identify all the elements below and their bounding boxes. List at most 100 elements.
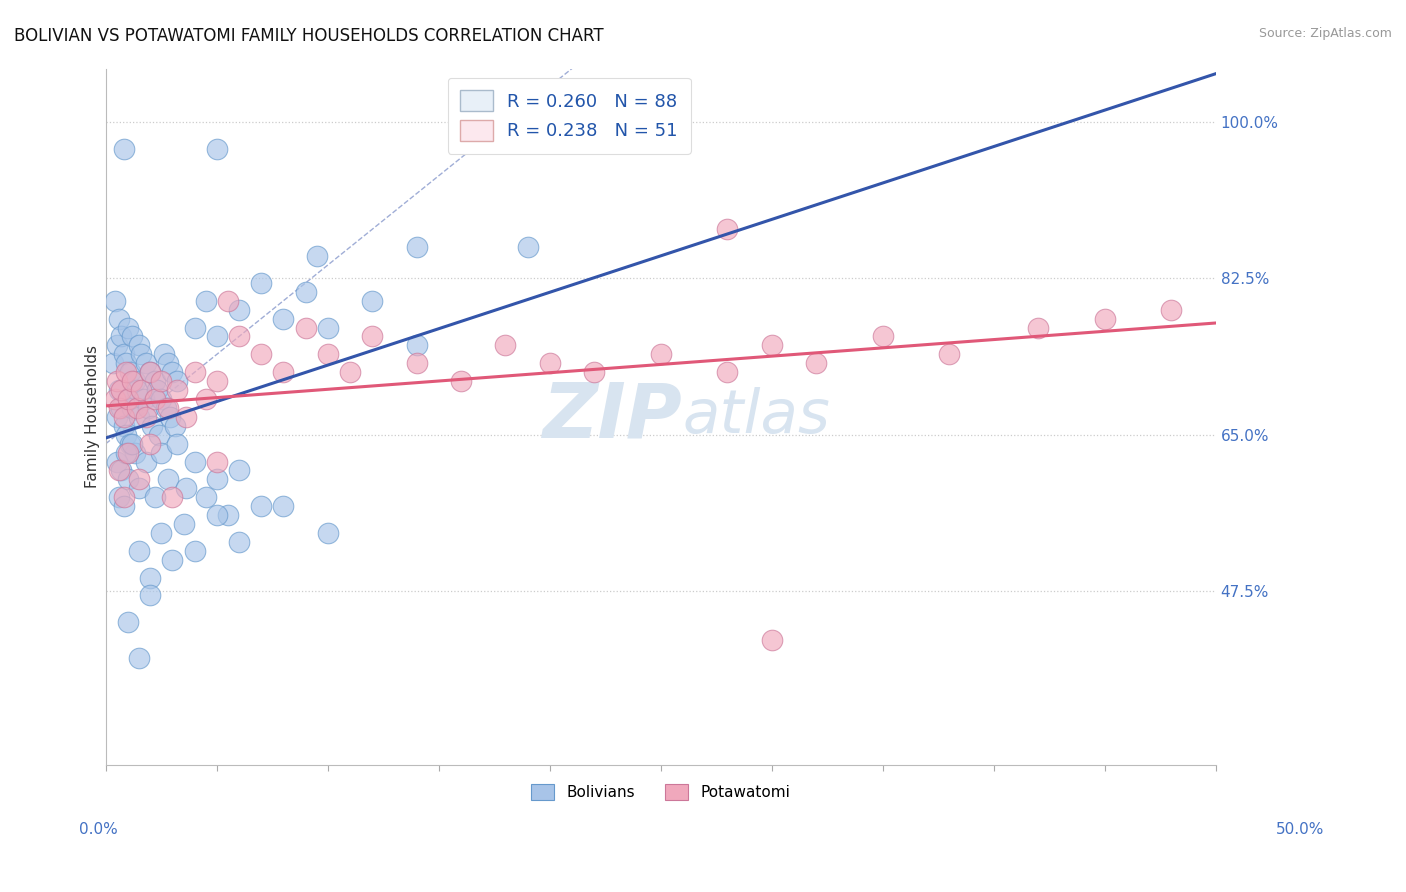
- Bolivians: [101, 356, 124, 370]
- Potawatomi: [316, 347, 339, 361]
- Bolivians: [205, 142, 228, 156]
- Potawatomi: [121, 374, 143, 388]
- Potawatomi: [716, 365, 738, 379]
- Bolivians: [125, 383, 148, 397]
- Bolivians: [205, 508, 228, 522]
- Bolivians: [294, 285, 316, 299]
- Potawatomi: [110, 383, 132, 397]
- Potawatomi: [938, 347, 960, 361]
- Legend: Bolivians, Potawatomi: Bolivians, Potawatomi: [524, 778, 797, 806]
- Potawatomi: [761, 338, 783, 352]
- Potawatomi: [339, 365, 361, 379]
- Bolivians: [105, 454, 128, 468]
- Bolivians: [117, 320, 139, 334]
- Potawatomi: [114, 365, 136, 379]
- Bolivians: [110, 401, 132, 415]
- Potawatomi: [104, 392, 127, 406]
- Bolivians: [228, 463, 250, 477]
- Potawatomi: [135, 409, 157, 424]
- Bolivians: [128, 481, 150, 495]
- Bolivians: [166, 436, 188, 450]
- Bolivians: [205, 329, 228, 343]
- Text: 0.0%: 0.0%: [79, 822, 118, 837]
- Bolivians: [405, 240, 427, 254]
- Potawatomi: [205, 374, 228, 388]
- Bolivians: [121, 401, 143, 415]
- Potawatomi: [583, 365, 606, 379]
- Bolivians: [150, 526, 173, 541]
- Bolivians: [124, 445, 146, 459]
- Bolivians: [131, 347, 153, 361]
- Bolivians: [159, 409, 181, 424]
- Bolivians: [217, 508, 239, 522]
- Text: atlas: atlas: [683, 387, 831, 446]
- Potawatomi: [108, 463, 131, 477]
- Bolivians: [148, 427, 170, 442]
- Bolivians: [114, 427, 136, 442]
- Potawatomi: [156, 401, 179, 415]
- Bolivians: [150, 392, 173, 406]
- Bolivians: [156, 356, 179, 370]
- Bolivians: [305, 249, 328, 263]
- Bolivians: [120, 365, 142, 379]
- Potawatomi: [205, 454, 228, 468]
- Bolivians: [139, 365, 162, 379]
- Potawatomi: [125, 401, 148, 415]
- Potawatomi: [361, 329, 384, 343]
- Bolivians: [143, 374, 166, 388]
- Bolivians: [183, 454, 205, 468]
- Bolivians: [128, 544, 150, 558]
- Bolivians: [194, 293, 217, 308]
- Bolivians: [108, 383, 131, 397]
- Potawatomi: [538, 356, 561, 370]
- Bolivians: [361, 293, 384, 308]
- Potawatomi: [112, 490, 135, 504]
- Bolivians: [108, 490, 131, 504]
- Potawatomi: [228, 329, 250, 343]
- Bolivians: [183, 320, 205, 334]
- Potawatomi: [1094, 311, 1116, 326]
- Potawatomi: [217, 293, 239, 308]
- Bolivians: [228, 302, 250, 317]
- Bolivians: [316, 320, 339, 334]
- Potawatomi: [405, 356, 427, 370]
- Potawatomi: [174, 409, 197, 424]
- Bolivians: [114, 356, 136, 370]
- Bolivians: [128, 409, 150, 424]
- Potawatomi: [139, 365, 162, 379]
- Bolivians: [155, 401, 177, 415]
- Bolivians: [250, 499, 273, 513]
- Bolivians: [162, 553, 184, 567]
- Bolivians: [120, 436, 142, 450]
- Potawatomi: [131, 383, 153, 397]
- Bolivians: [146, 383, 169, 397]
- Text: ZIP: ZIP: [543, 380, 683, 454]
- Bolivians: [143, 490, 166, 504]
- Bolivians: [112, 142, 135, 156]
- Potawatomi: [273, 365, 295, 379]
- Bolivians: [141, 418, 163, 433]
- Bolivians: [110, 463, 132, 477]
- Bolivians: [135, 454, 157, 468]
- Potawatomi: [128, 472, 150, 486]
- Bolivians: [105, 409, 128, 424]
- Potawatomi: [450, 374, 472, 388]
- Potawatomi: [117, 445, 139, 459]
- Bolivians: [228, 535, 250, 549]
- Bolivians: [117, 392, 139, 406]
- Potawatomi: [872, 329, 894, 343]
- Potawatomi: [1160, 302, 1182, 317]
- Bolivians: [139, 589, 162, 603]
- Potawatomi: [166, 383, 188, 397]
- Bolivians: [316, 526, 339, 541]
- Bolivians: [152, 347, 174, 361]
- Bolivians: [136, 401, 159, 415]
- Bolivians: [112, 499, 135, 513]
- Bolivians: [112, 418, 135, 433]
- Potawatomi: [183, 365, 205, 379]
- Potawatomi: [250, 347, 273, 361]
- Potawatomi: [716, 222, 738, 236]
- Bolivians: [174, 481, 197, 495]
- Bolivians: [205, 472, 228, 486]
- Potawatomi: [143, 392, 166, 406]
